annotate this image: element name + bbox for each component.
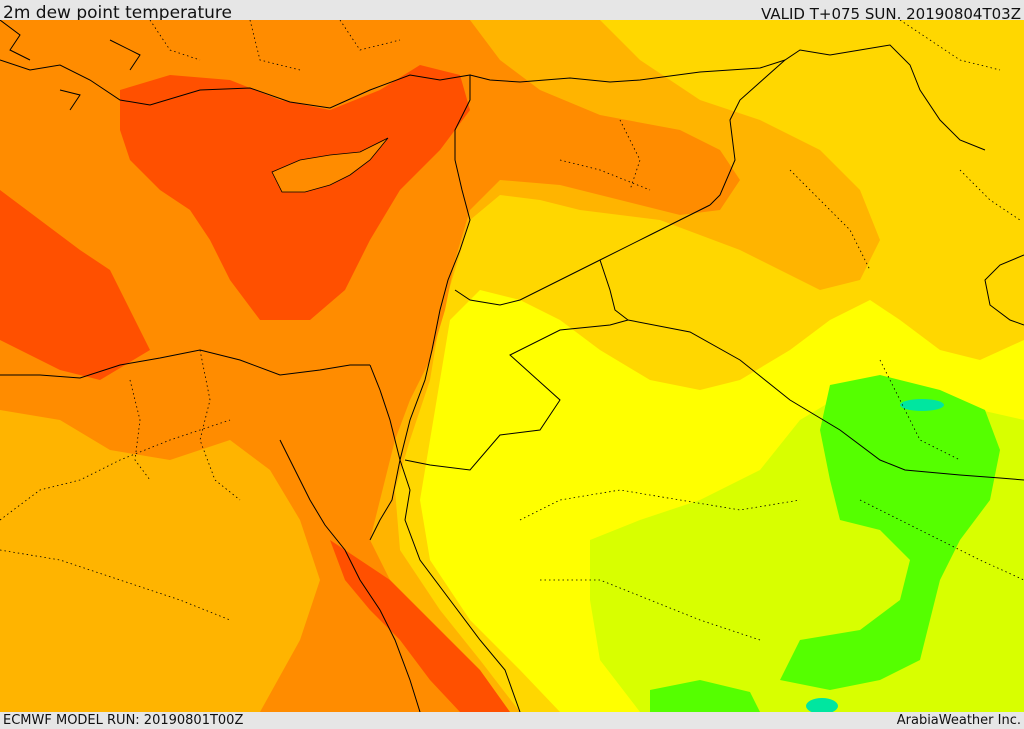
map-header: 2m dew point temperature VALID T+075 SUN… <box>0 0 1024 23</box>
country-borders <box>369 44 1024 481</box>
province-borders <box>0 20 1024 641</box>
cyprus-island <box>271 137 389 193</box>
credit: ArabiaWeather Inc. <box>896 713 1021 728</box>
map-footer: ECMWF MODEL RUN: 20190801T00Z ArabiaWeat… <box>0 712 1024 729</box>
valid-time: VALID T+075 SUN. 20190804T03Z <box>761 5 1021 23</box>
field-teal-2 <box>806 698 838 712</box>
field-green <box>650 375 1000 712</box>
map-title: 2m dew point temperature <box>3 3 232 23</box>
dew-point-map[interactable] <box>0 20 1024 712</box>
field-teal-1 <box>900 399 944 411</box>
map-canvas <box>0 20 1024 712</box>
model-run: ECMWF MODEL RUN: 20190801T00Z <box>3 713 244 728</box>
field-dark-orange-med <box>0 65 470 380</box>
field-dark-orange-redsea <box>330 540 510 712</box>
coastline <box>0 20 1024 712</box>
